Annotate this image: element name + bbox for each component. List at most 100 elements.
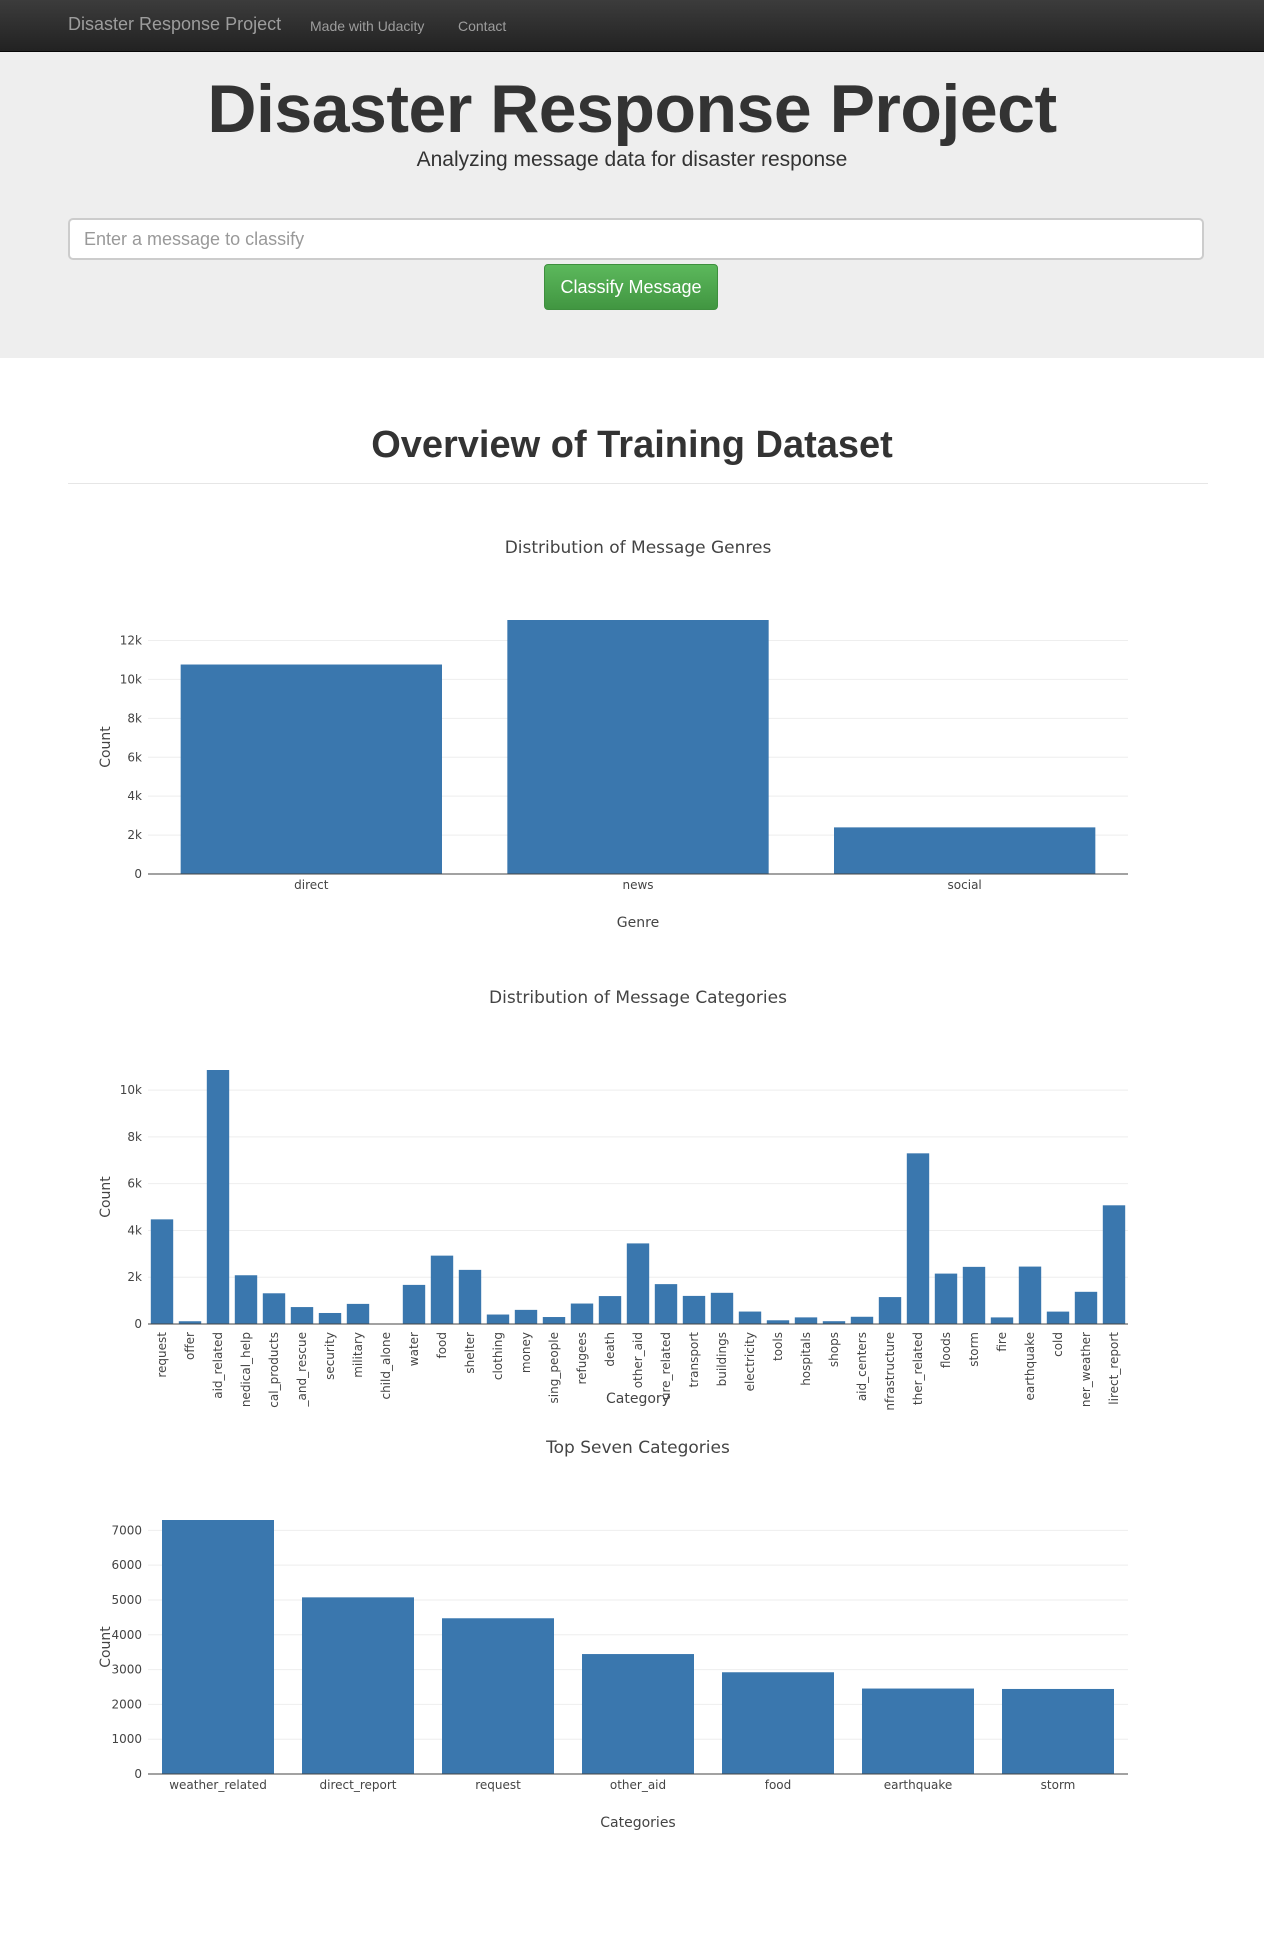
x-tick-label: electricity	[743, 1332, 757, 1391]
bar-refugees	[570, 1303, 594, 1324]
x-tick-label: transport	[687, 1332, 701, 1388]
y-tick-label: 5000	[111, 1593, 142, 1607]
y-tick-label: 3000	[111, 1663, 142, 1677]
bar-aid_related	[206, 1070, 230, 1324]
section-title: Overview of Training Dataset	[371, 424, 893, 466]
bar-other_aid	[582, 1654, 694, 1774]
x-tick-label: aid_centers	[855, 1332, 869, 1401]
bar-search_and_rescue	[290, 1307, 314, 1324]
bar-shelter	[458, 1269, 482, 1324]
y-tick-label: 4k	[127, 789, 142, 803]
bar-hospitals	[794, 1317, 818, 1324]
bar-water	[402, 1284, 426, 1324]
x-tick-label: death	[603, 1332, 617, 1367]
bar-aid_centers	[850, 1316, 874, 1324]
x-tick-label: refugees	[575, 1332, 589, 1385]
x-tick-label: aid_related	[211, 1332, 225, 1399]
x-tick-label: buildings	[715, 1332, 729, 1386]
y-tick-label: 4k	[127, 1223, 142, 1237]
x-axis-title: Genre	[617, 915, 659, 931]
x-tick-label: military	[351, 1332, 365, 1378]
x-tick-label: earthquake	[884, 1778, 952, 1792]
bar-direct	[180, 664, 442, 874]
bar-money	[514, 1309, 538, 1324]
y-tick-label: 1000	[111, 1732, 142, 1746]
bar-food	[722, 1672, 834, 1774]
nav-link-contact[interactable]: Contact	[458, 18, 507, 34]
x-tick-label: hospitals	[799, 1332, 813, 1386]
x-tick-label: offer	[183, 1332, 197, 1360]
x-tick-label: news	[622, 878, 653, 892]
bar-other_aid	[626, 1243, 650, 1324]
y-tick-label: 6000	[111, 1558, 142, 1572]
x-tick-label: food	[765, 1778, 792, 1792]
chart-title: Distribution of Message Genres	[505, 538, 772, 558]
x-tick-label: cold	[1051, 1332, 1065, 1357]
bar-direct_report	[1102, 1205, 1126, 1324]
bar-clothing	[486, 1314, 510, 1324]
x-tick-label: direct	[294, 878, 329, 892]
x-tick-label: ther_related	[911, 1332, 925, 1405]
classify-message-button[interactable]: Classify Message	[544, 264, 718, 310]
x-axis-title: Categories	[600, 1815, 675, 1831]
hero-subtitle: Analyzing message data for disaster resp…	[416, 148, 848, 171]
y-tick-label: 4000	[111, 1628, 142, 1642]
y-tick-label: 8k	[127, 1130, 142, 1144]
bar-storm	[962, 1266, 986, 1324]
chart-title: Top Seven Categories	[545, 1438, 730, 1458]
bar-weather_related	[906, 1153, 930, 1324]
bar-storm	[1002, 1688, 1114, 1774]
x-tick-label: request	[155, 1332, 169, 1378]
x-tick-label: clothing	[491, 1332, 505, 1380]
bar-direct_report	[302, 1597, 414, 1774]
x-tick-label: fire	[995, 1332, 1009, 1352]
message-input[interactable]	[68, 218, 1204, 260]
x-tick-label: security	[323, 1332, 337, 1380]
bar-death	[598, 1296, 622, 1324]
x-tick-label: storm	[1041, 1778, 1076, 1792]
bar-military	[346, 1303, 370, 1324]
x-tick-label: nedical_help	[239, 1332, 253, 1407]
x-axis-title: Category	[606, 1391, 670, 1407]
nav-link-made-with-udacity[interactable]: Made with Udacity	[310, 18, 425, 34]
bar-floods	[934, 1273, 958, 1324]
y-tick-label: 6k	[127, 1177, 142, 1191]
y-axis-title: Count	[98, 1626, 114, 1668]
navbar-brand[interactable]: Disaster Response Project	[68, 14, 282, 34]
bar-fire	[990, 1317, 1014, 1324]
y-axis-title: Count	[98, 726, 114, 768]
y-tick-label: 7000	[111, 1523, 142, 1537]
bar-medical_products	[262, 1293, 286, 1324]
bar-other_weather	[1074, 1291, 1098, 1324]
y-axis-title: Count	[98, 1176, 114, 1218]
y-tick-label: 0	[134, 1767, 142, 1781]
x-tick-label: ure_related	[659, 1332, 673, 1400]
bar-food	[430, 1255, 454, 1324]
bar-tools	[766, 1320, 790, 1324]
x-tick-label: request	[475, 1778, 521, 1792]
x-tick-label: shelter	[463, 1332, 477, 1374]
bar-social	[834, 827, 1096, 874]
bar-cold	[1046, 1311, 1070, 1324]
y-tick-label: 0	[134, 867, 142, 881]
bar-request	[150, 1219, 174, 1324]
x-tick-label: social	[948, 878, 982, 892]
y-tick-label: 8k	[127, 711, 142, 725]
x-tick-label: cal_products	[267, 1332, 281, 1408]
chart-title: Distribution of Message Categories	[489, 988, 787, 1008]
x-tick-label: other_aid	[631, 1332, 645, 1388]
bar-buildings	[710, 1292, 734, 1324]
bar-offer	[178, 1321, 202, 1324]
x-tick-label: nfrastructure	[883, 1332, 897, 1410]
y-tick-label: 2k	[127, 828, 142, 842]
hero-section: Disaster Response Project Analyzing mess…	[0, 52, 1264, 358]
bar-earthquake	[1018, 1266, 1042, 1324]
top-navbar: Disaster Response Project Made with Udac…	[0, 0, 1264, 52]
x-tick-label: shops	[827, 1332, 841, 1367]
bar-other_infrastructure	[878, 1297, 902, 1324]
x-tick-label: earthquake	[1023, 1332, 1037, 1400]
y-tick-label: 10k	[120, 1083, 142, 1097]
x-tick-label: weather_related	[169, 1778, 267, 1792]
y-tick-label: 6k	[127, 750, 142, 764]
x-tick-label: money	[519, 1332, 533, 1373]
